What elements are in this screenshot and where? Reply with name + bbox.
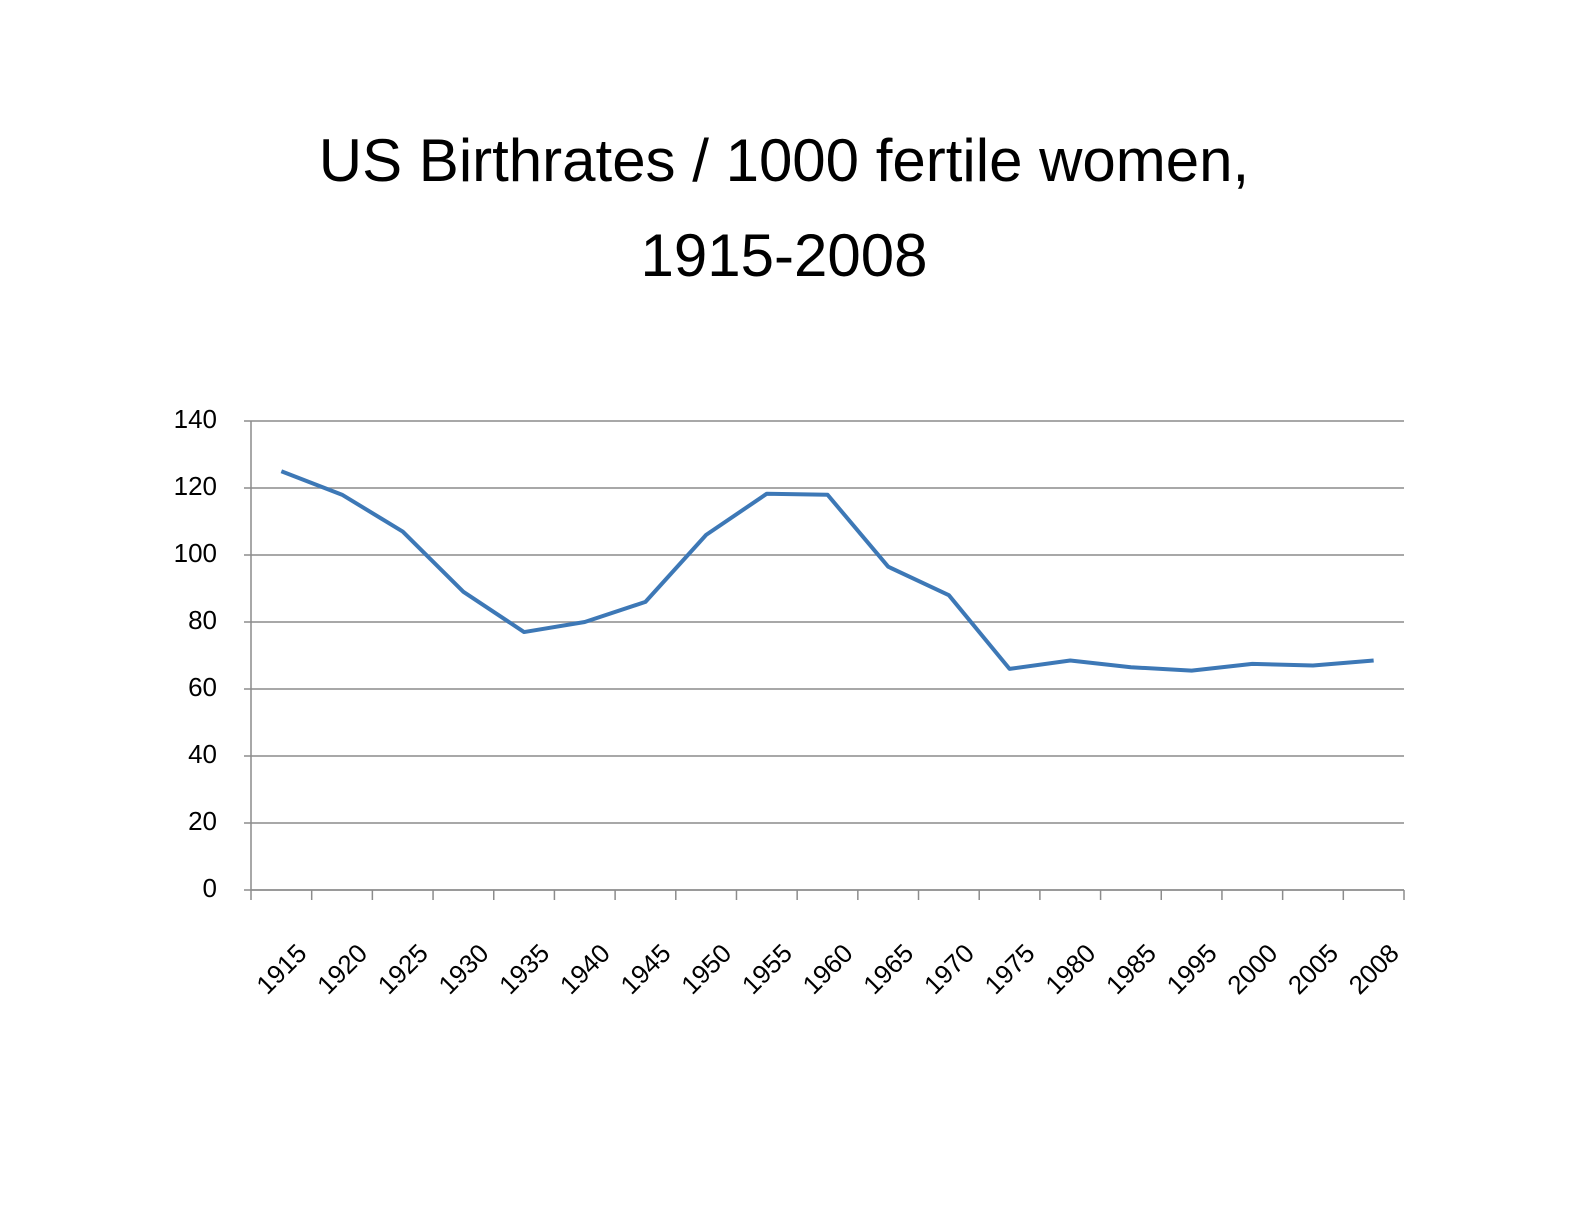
x-tick-label: 1925 (372, 938, 434, 1000)
x-tick-label: 1930 (432, 938, 494, 1000)
x-tick-label: 1995 (1161, 938, 1223, 1000)
x-tick-label: 2005 (1282, 938, 1344, 1000)
x-tick-label: 1985 (1100, 938, 1162, 1000)
x-tick-label: 1935 (493, 938, 555, 1000)
y-tick-label: 20 (188, 806, 217, 836)
x-tick-label: 1950 (675, 938, 737, 1000)
x-tick-label: 1920 (311, 938, 373, 1000)
y-tick-label: 40 (188, 739, 217, 769)
y-tick-label: 100 (174, 538, 217, 568)
x-tick-label: 1945 (614, 938, 676, 1000)
y-tick-label: 60 (188, 672, 217, 702)
x-tick-label: 1915 (250, 938, 312, 1000)
x-tick-label: 1965 (857, 938, 919, 1000)
data-line (280, 469, 1374, 673)
x-tick-label: 2000 (1221, 938, 1283, 1000)
y-tick-label: 0 (203, 873, 217, 903)
x-tick-label: 2008 (1343, 938, 1405, 1000)
x-tick-label: 1960 (796, 938, 858, 1000)
x-tick-label: 1980 (1039, 938, 1101, 1000)
x-tick-label: 1975 (979, 938, 1041, 1000)
x-tick-label: 1940 (554, 938, 616, 1000)
chart-title: 1915-2008 (641, 222, 928, 289)
y-tick-label: 140 (174, 404, 217, 434)
chart-title: US Birthrates / 1000 fertile women, (319, 127, 1249, 194)
y-tick-label: 80 (188, 605, 217, 635)
x-tick-label: 1970 (918, 938, 980, 1000)
x-tick-label: 1955 (736, 938, 798, 1000)
y-tick-label: 120 (174, 471, 217, 501)
